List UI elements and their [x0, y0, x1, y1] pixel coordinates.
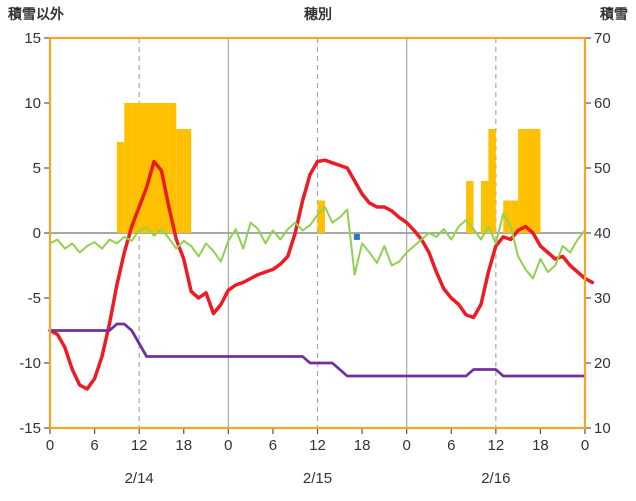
x-axis-tick-label: 18 [354, 437, 371, 454]
left-axis-tick-label: -15 [19, 420, 41, 437]
left-axis-tick-label: 5 [33, 160, 41, 177]
right-axis-tick-label: 30 [594, 290, 611, 307]
day-label: 2/14 [125, 470, 154, 487]
red-line [48, 158, 595, 391]
plot-frame [48, 36, 587, 430]
right-axis-tick-label: 40 [594, 225, 611, 242]
left-axis-tick-label: 15 [24, 30, 41, 47]
right-axis-tick-label: 60 [594, 95, 611, 112]
blue-marker [353, 233, 360, 240]
precip-bars-bar [518, 129, 526, 233]
x-axis-tick-label: 18 [532, 437, 549, 454]
day-label: 2/16 [481, 470, 510, 487]
x-axis-tick-label: 0 [46, 437, 54, 454]
precip-bars-bar [525, 129, 533, 233]
precip-bars-bar [317, 200, 325, 233]
precip-bars-bar [116, 142, 125, 233]
purple-line [48, 322, 587, 378]
day-label: 2/15 [303, 470, 332, 487]
chart-title: 穂別 [304, 6, 332, 22]
right-axis-tick-label: 20 [594, 355, 611, 372]
precip-bars-bar [488, 129, 496, 233]
x-axis-tick-label: 18 [175, 437, 192, 454]
right-axis-tick-label: 10 [594, 420, 611, 437]
x-axis-tick-label: 6 [269, 437, 277, 454]
left-axis-tick-label: -5 [28, 290, 41, 307]
precip-bars-bar [161, 103, 169, 233]
precip-bars-bar [466, 181, 474, 233]
left-axis-tick-label: -10 [19, 355, 41, 372]
x-axis-tick-label: 12 [487, 437, 504, 454]
precip-bars-bar [532, 129, 541, 233]
left-axis-tick-label: 0 [33, 225, 41, 242]
x-axis-tick-label: 6 [447, 437, 455, 454]
x-axis-tick-label: 0 [402, 437, 410, 454]
right-axis-title: 積雪 [600, 6, 628, 22]
precip-bars-bar [503, 200, 511, 233]
precip-bars-bar [168, 103, 177, 233]
x-axis-tick-label: 0 [224, 437, 232, 454]
precip-bars-bar [480, 181, 489, 233]
precip-bars-bar [124, 103, 132, 233]
precip-bars-bar [146, 103, 155, 233]
precip-bars-bar [131, 103, 140, 233]
x-axis-tick-label: 6 [90, 437, 98, 454]
precip-bars-bar [139, 103, 147, 233]
x-axis-tick-label: 12 [309, 437, 326, 454]
left-axis-title: 積雪以外 [8, 6, 64, 22]
left-axis-tick-label: 10 [24, 95, 41, 112]
green-line [49, 206, 586, 280]
x-axis-tick-label: 12 [131, 437, 148, 454]
x-axis-tick-label: 0 [581, 437, 589, 454]
precip-bars-bar [176, 129, 184, 233]
right-axis-tick-label: 50 [594, 160, 611, 177]
precip-bars-bar [183, 129, 192, 233]
right-axis-tick-label: 70 [594, 30, 611, 47]
precip-bars-bar [510, 200, 519, 233]
